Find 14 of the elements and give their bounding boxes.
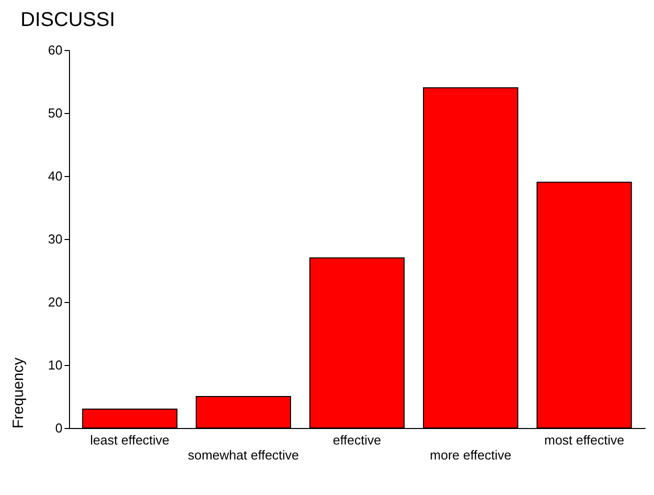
y-tick-label: 10 — [48, 358, 62, 372]
chart-title: DISCUSSI — [20, 9, 116, 31]
y-tick-label: 20 — [48, 294, 62, 310]
y-tick-label: 0 — [55, 420, 62, 436]
x-tick-label: least effective — [90, 432, 170, 448]
y-tick-label: 40 — [48, 168, 62, 184]
x-tick-label: most effective — [544, 432, 624, 448]
y-tick-label: 60 — [48, 42, 62, 58]
y-tick-label: 30 — [48, 232, 62, 246]
x-tick-label: somewhat effective — [188, 448, 299, 462]
y-tick-label: 50 — [48, 106, 62, 120]
x-tick-label: more effective — [430, 448, 512, 462]
y-axis-title: Frequency — [10, 357, 28, 428]
x-tick-label: effective — [332, 432, 382, 448]
